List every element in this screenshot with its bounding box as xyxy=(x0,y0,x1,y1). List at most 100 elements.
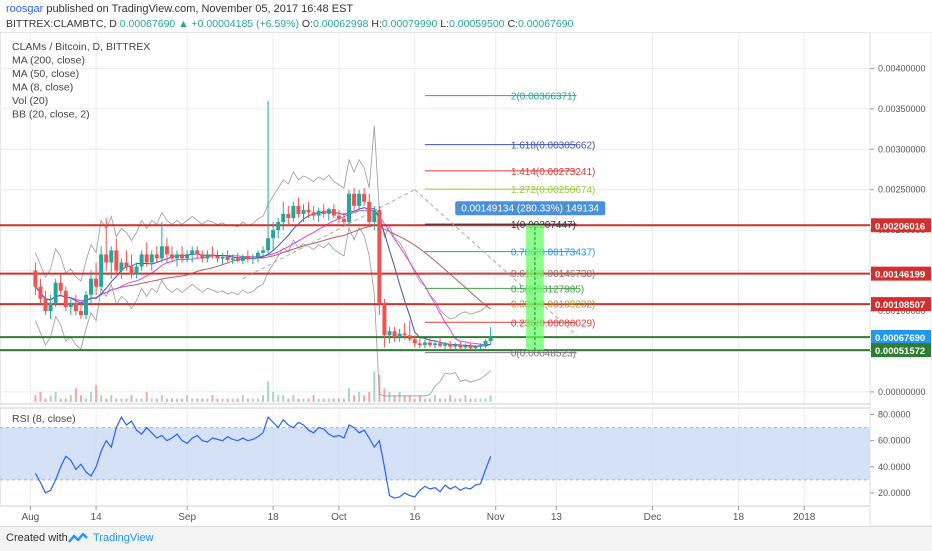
price-axis-tag xyxy=(871,343,931,358)
volume-bar xyxy=(474,398,477,402)
candle-body xyxy=(261,250,266,253)
candle-body xyxy=(357,193,362,206)
indicator-legend-item: MA (200, close) xyxy=(12,55,85,67)
volume-bar xyxy=(312,395,315,402)
volume-bar xyxy=(95,385,98,402)
volume-bar xyxy=(368,391,371,402)
y-tick-label: 0.00000000 xyxy=(878,387,926,397)
indicator-legend-item: Vol (20) xyxy=(12,95,48,107)
volume-bar xyxy=(459,398,462,402)
volume-bar xyxy=(54,391,57,402)
published-text: published on TradingView.com, November 0… xyxy=(46,3,354,15)
low-label: L: xyxy=(440,18,450,30)
volume-bar xyxy=(423,398,426,402)
volume-bar xyxy=(342,398,345,402)
candle-body xyxy=(225,256,230,261)
candle-body xyxy=(448,344,453,347)
volume-bar xyxy=(428,398,431,402)
candle-body xyxy=(488,336,493,341)
volume-bar xyxy=(267,381,270,402)
open-value: 0.00062998 xyxy=(312,18,369,30)
candle-body xyxy=(281,213,286,223)
volume-bar xyxy=(272,391,275,402)
candle-body xyxy=(306,209,311,213)
volume-bar xyxy=(454,398,457,402)
volume-bar xyxy=(358,391,361,402)
volume-bar xyxy=(393,395,396,402)
volume-bar xyxy=(449,395,452,402)
candle-body xyxy=(58,282,63,291)
volume-bar xyxy=(140,398,143,402)
volume-bar xyxy=(444,398,447,402)
candle-body xyxy=(164,246,169,255)
volume-bar xyxy=(110,395,113,402)
candle-body xyxy=(180,254,185,259)
fib-level-label: 1.414(0.00273241) xyxy=(511,167,596,178)
candle-body xyxy=(412,339,417,344)
volume-bar xyxy=(74,388,77,402)
x-tick-label: Aug xyxy=(21,512,39,523)
candle-body xyxy=(240,256,245,261)
candle-body xyxy=(321,210,326,214)
indicator-legend-item: MA (50, close) xyxy=(12,68,79,80)
candle-body xyxy=(255,252,260,258)
candle-body xyxy=(63,290,68,307)
candle-body xyxy=(362,193,367,202)
volume-bar xyxy=(120,398,123,402)
volume-bar xyxy=(165,398,168,402)
candle-body xyxy=(266,238,271,251)
candle-body xyxy=(205,254,210,259)
volume-bar xyxy=(373,371,376,402)
measure-label-box xyxy=(455,201,606,216)
volume-bar xyxy=(170,398,173,402)
candle-body xyxy=(190,250,195,255)
candle-body xyxy=(104,254,109,263)
candle-body xyxy=(53,282,58,303)
rsi-y-tick-label: 40.0000 xyxy=(878,462,911,472)
candle-body xyxy=(114,250,119,271)
fib-trend-line xyxy=(414,189,577,336)
candle-body xyxy=(33,270,38,287)
chart-area[interactable]: Aug 14 Sep 18 Oct 16 Nov 13 Dec 18 2018 0.00400000 0… xyxy=(0,32,932,526)
candle-body xyxy=(483,340,488,345)
measure-label-text: 0.00149134 (280.33%) 149134 xyxy=(461,203,599,214)
candle-body xyxy=(367,201,372,223)
candle-body xyxy=(463,345,468,348)
volume-bar xyxy=(59,398,62,402)
candle-body xyxy=(407,335,412,340)
candle-body xyxy=(417,343,422,345)
volume-bar xyxy=(246,398,249,402)
bollinger-lower-line xyxy=(35,226,491,397)
volume-bar xyxy=(130,395,133,402)
volume-bar xyxy=(155,398,158,402)
candle-body xyxy=(397,333,402,337)
candle-body xyxy=(89,278,94,295)
volume-bar xyxy=(383,388,386,402)
x-tick-label: 13 xyxy=(551,512,563,523)
candle-body xyxy=(311,212,316,216)
candle-body xyxy=(438,343,443,346)
candle-body xyxy=(154,254,159,259)
x-tick-label: 14 xyxy=(91,512,103,523)
author-name[interactable]: roosgar xyxy=(6,3,44,15)
close-label: C: xyxy=(507,18,518,30)
fib-level-label: 0.786(0.00173437) xyxy=(511,248,596,259)
volume-bar xyxy=(64,398,67,402)
volume-bar xyxy=(160,395,163,402)
x-tick-label: Nov xyxy=(487,512,505,523)
volume-bar xyxy=(353,395,356,402)
change-value: +0.00004185 (+6.59%) xyxy=(191,18,299,30)
rsi-line xyxy=(34,415,492,499)
tradingview-brand[interactable]: TradingView xyxy=(93,532,154,544)
candle-body xyxy=(38,286,43,299)
fib-level-label: 1.618(0.00305662) xyxy=(511,141,596,152)
candle-body xyxy=(453,344,458,347)
candle-body xyxy=(352,193,357,206)
volume-bar xyxy=(105,398,108,402)
y-tick-label: 0.00400000 xyxy=(878,63,926,73)
candle-body xyxy=(276,222,281,231)
candle-body xyxy=(48,302,53,311)
candle-body xyxy=(68,302,73,307)
candle-body xyxy=(119,262,124,271)
volume-bar xyxy=(439,398,442,402)
